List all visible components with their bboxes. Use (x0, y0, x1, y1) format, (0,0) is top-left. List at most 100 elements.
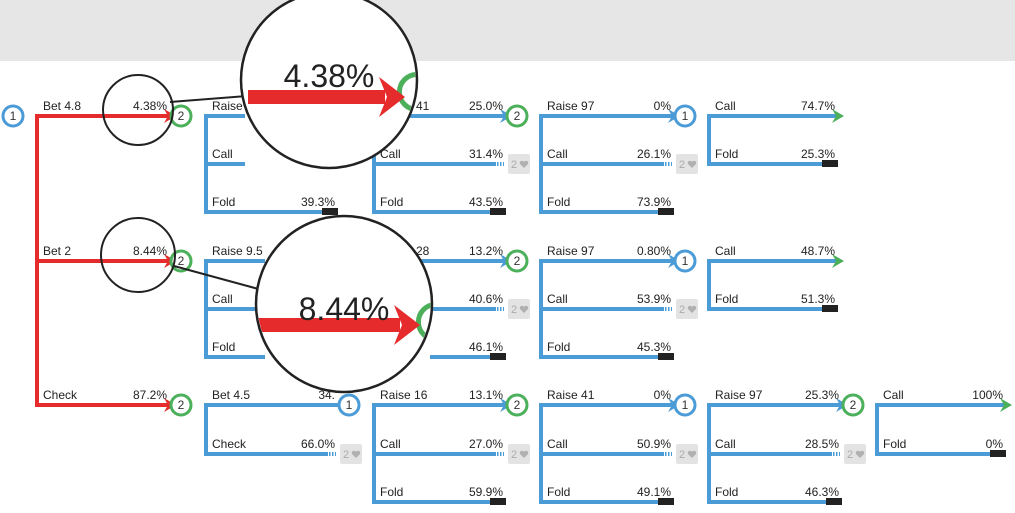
zoom-value: 4.38% (284, 58, 375, 94)
player-node-label: 1 (682, 254, 689, 268)
edge-percentage: 40.6% (469, 292, 503, 306)
collapsed-node-label: 2 (847, 449, 853, 461)
edge-percentage: 66.0% (301, 437, 335, 451)
edge-percentage: 31.4% (469, 147, 503, 161)
edge-label: Fold (715, 485, 738, 499)
fold-marker (990, 450, 1006, 457)
edge-percentage: 26.1% (637, 147, 671, 161)
edge-percentage: 87.2% (133, 388, 167, 402)
edge-label: Fold (715, 292, 738, 306)
edge-label: Fold (883, 437, 906, 451)
fold-marker (658, 353, 674, 360)
heart-icon (519, 160, 529, 168)
player-node-label: 2 (178, 254, 185, 268)
edge-label: Bet 4.8 (43, 99, 81, 113)
zoom-arrowhead (394, 305, 420, 345)
player-node (337, 393, 361, 417)
heart-icon (519, 450, 529, 458)
zoom-layer: 4.38% 8.44% (100, 0, 434, 394)
player-node (505, 393, 529, 417)
collapsed-node (676, 299, 698, 319)
collapsed-node (676, 154, 698, 174)
edge-percentage: 27.0% (469, 437, 503, 451)
player-node-label: 2 (178, 398, 185, 412)
player-node-label: 1 (10, 109, 17, 123)
heart-icon (351, 450, 361, 458)
edge-percentage: 13.2% (469, 244, 503, 258)
edge-percentage: 28.5% (805, 437, 839, 451)
edge-label: 28 (416, 244, 430, 258)
zoom-node-fragment (396, 71, 416, 113)
edge-label: Raise 9.5 (212, 244, 263, 258)
edge-label: Raise 97 (547, 244, 595, 258)
edge-label: Call (715, 244, 736, 258)
player-node-label: 2 (514, 254, 521, 268)
edge-label: Call (380, 147, 401, 161)
player-node (169, 393, 193, 417)
edge-percentage: 73.9% (637, 195, 671, 209)
fold-marker (490, 498, 506, 505)
edge-percentage: 4.38% (133, 99, 167, 113)
collapsed-node-label: 2 (511, 159, 517, 171)
edge-arrowhead (832, 254, 844, 268)
player-node (841, 393, 865, 417)
edge-label: Fold (715, 147, 738, 161)
collapsed-node (508, 154, 530, 174)
edge-label: Call (212, 292, 233, 306)
edge-percentage: 49.1% (637, 485, 671, 499)
edge-label: Call (715, 437, 736, 451)
fold-marker (658, 498, 674, 505)
player-node-label: 2 (850, 398, 857, 412)
endpoints-layer: 2 2 2 2 2 2 2 2 (164, 109, 1012, 505)
zoom-content: 8.44% (257, 291, 431, 345)
zoom-connector (173, 265, 263, 291)
edge-label: Fold (212, 195, 235, 209)
player-node-label: 1 (682, 398, 689, 412)
edge-label: Call (212, 147, 233, 161)
fold-marker (322, 208, 338, 215)
player-node-label: 2 (514, 109, 521, 123)
player-node-label: 2 (178, 109, 185, 123)
collapsed-node-label: 2 (679, 159, 685, 171)
edge-percentage: 25.3% (805, 388, 839, 402)
edge-percentage: 59.9% (469, 485, 503, 499)
player-node-label: 1 (346, 398, 353, 412)
zoom-magnifier (239, 0, 419, 170)
collapsed-node (844, 444, 866, 464)
edge-label: Raise (212, 99, 243, 113)
edge-percentage: 0% (654, 99, 672, 113)
edge-percentage: 43.5% (469, 195, 503, 209)
zoom-source-ring (100, 217, 176, 293)
zoom-arrow-shaft (257, 318, 400, 332)
collapsed-node-label: 2 (343, 449, 349, 461)
edge-percentage: 100% (972, 388, 1003, 402)
heart-icon (687, 160, 697, 168)
edge-percentage: 46.3% (805, 485, 839, 499)
edge-percentage: 45.3% (637, 340, 671, 354)
edge-percentage: 0.80% (637, 244, 671, 258)
edge-label: Fold (212, 340, 235, 354)
fold-marker (822, 305, 838, 312)
collapsed-node (508, 444, 530, 464)
fold-marker (826, 498, 842, 505)
edge-percentage: 25.0% (469, 99, 503, 113)
heart-icon (855, 450, 865, 458)
edge-percentage: 50.9% (637, 437, 671, 451)
edge-label: Bet 2 (43, 244, 71, 258)
heart-icon (519, 305, 529, 313)
zoom-node-fragment (415, 301, 431, 343)
fold-marker (658, 208, 674, 215)
zoom-arrowhead (379, 77, 405, 117)
player-node-label: 1 (682, 109, 689, 123)
player-node (1, 104, 25, 128)
player-node (673, 393, 697, 417)
edge-percentage: 74.7% (801, 99, 835, 113)
edge-label: Call (883, 388, 904, 402)
zoom-magnifier (254, 214, 434, 394)
fold-marker (490, 208, 506, 215)
edge-label: Check (212, 437, 247, 451)
edge-percentage: 48.7% (801, 244, 835, 258)
player-node (673, 249, 697, 273)
edge-label: Call (547, 292, 568, 306)
